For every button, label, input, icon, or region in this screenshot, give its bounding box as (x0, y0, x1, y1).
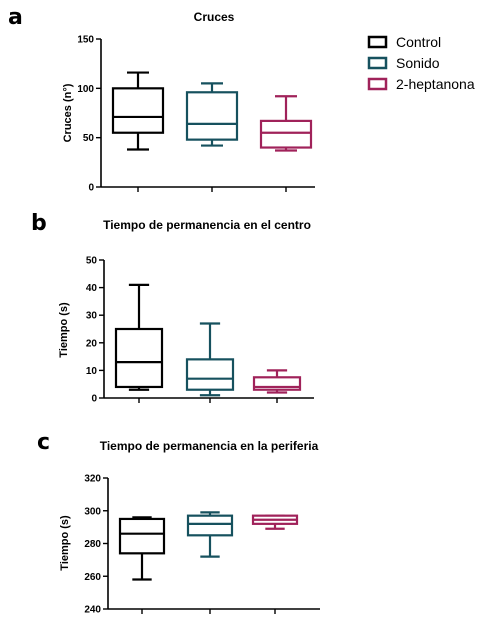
panel-a-box-sonido-iqr (185, 91, 239, 141)
legend-item-2-heptanona: 2-heptanona (367, 76, 475, 92)
panel-a-box-control (111, 71, 165, 151)
panel-letter-b: b (31, 211, 47, 236)
panel-c-y-tick-label: 300 (84, 506, 101, 517)
legend: Control Sonido 2-heptanona (367, 34, 475, 92)
panel-b-y-tick-label: 10 (86, 366, 98, 377)
panel-b-box-control (114, 283, 164, 391)
panel-b-box-control-iqr (114, 327, 164, 389)
panel-a-ylabel: Cruces (n°) (62, 83, 74, 142)
panel-c-ylabel: Tiempo (s) (59, 515, 71, 571)
panel-a-y-tick-label: 50 (83, 133, 95, 144)
panel-c-plot: 240 260 280 300 320 (84, 474, 320, 616)
panel-b-y-tick-label: 20 (86, 338, 98, 349)
panel-b-y-tick-label: 30 (86, 311, 98, 322)
panel-c-box-control (118, 516, 166, 581)
panel-b-box-sonido-iqr (185, 358, 235, 391)
legend-swatch-sonido (367, 56, 388, 70)
panel-c-box-control-iqr (118, 517, 166, 555)
panel-a-title: Cruces (194, 10, 235, 24)
panel-a-box-2-heptanona (259, 95, 313, 152)
legend-swatch-control (367, 35, 388, 49)
panel-b-box-sonido (185, 322, 235, 397)
panel-a: a Cruces Cruces (n°) 0 50 100 150 (8, 5, 315, 194)
panel-c-y-tick-label: 280 (84, 539, 101, 550)
panel-b-title: Tiempo de permanencia en el centro (103, 218, 311, 232)
panel-b-plot: 0 10 20 30 40 50 (86, 256, 314, 405)
panel-b-y-tick-label: 0 (91, 394, 97, 405)
panel-a-y-tick-label: 100 (77, 84, 94, 95)
legend-swatch-2-heptanona (367, 77, 388, 91)
panel-c-y-tick-label: 260 (84, 572, 101, 583)
panel-a-box-control-iqr (111, 87, 165, 134)
panel-c: c Tiempo de permanencia en la periferia … (37, 430, 320, 616)
panel-a-y-tick-label: 150 (77, 35, 94, 46)
legend-item-control: Control (367, 34, 441, 50)
legend-label-control: Control (396, 34, 441, 50)
legend-item-sonido: Sonido (367, 55, 440, 71)
panel-a-y-tick-label: 0 (88, 183, 94, 194)
panel-b-y-tick-label: 40 (86, 283, 98, 294)
panel-c-title: Tiempo de permanencia en la periferia (100, 439, 319, 453)
panel-b-box-2-heptanona (252, 369, 302, 394)
panel-a-box-sonido (185, 82, 239, 147)
panel-a-box-2-heptanona-iqr (259, 119, 313, 149)
panel-c-box-2-heptanona (251, 514, 299, 530)
panel-c-y-tick-label: 320 (84, 474, 101, 485)
panel-letter-a: a (8, 5, 23, 30)
panel-a-plot: 0 50 100 150 (77, 35, 315, 194)
panel-c-box-sonido (186, 511, 234, 558)
panel-b: b Tiempo de permanencia en el centro Tie… (31, 211, 314, 405)
legend-label-sonido: Sonido (396, 55, 440, 71)
legend-label-2-heptanona: 2-heptanona (396, 76, 475, 92)
panel-letter-c: c (37, 430, 50, 455)
panel-b-y-tick-label: 50 (86, 256, 98, 267)
panel-b-ylabel: Tiempo (s) (58, 302, 70, 358)
panel-c-box-sonido-iqr (186, 514, 234, 537)
panel-c-y-tick-label: 240 (84, 605, 101, 616)
